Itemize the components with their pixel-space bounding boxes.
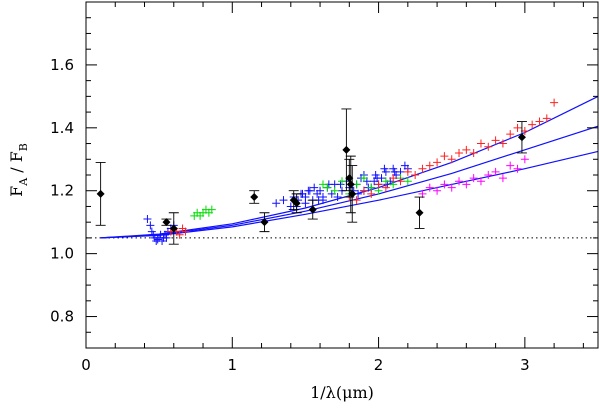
blue-data-point (380, 164, 389, 173)
black-data-point (415, 208, 424, 217)
red-data-point (491, 136, 500, 145)
magenta-data-point (484, 171, 493, 179)
blue-data-point (310, 183, 319, 192)
black-data-point (169, 224, 178, 233)
axis-ticks: 0 1 2 3 0.8 1.0 1.2 1.4 1.6 (50, 1, 598, 374)
red-data-point (462, 145, 471, 154)
green-data-point (330, 186, 339, 195)
blue-data-point (153, 235, 162, 244)
black-data-point (308, 205, 317, 214)
magenta-data-point (476, 177, 485, 186)
x-tick-label: 2 (374, 356, 384, 374)
blue-data-point (146, 221, 155, 230)
magenta-data-point (433, 186, 442, 195)
magenta-data-point (513, 164, 522, 173)
magenta-data-point (491, 167, 500, 176)
plot-area (86, 95, 599, 246)
magenta-data-point (447, 183, 456, 192)
magenta-data-point (425, 183, 434, 192)
black-data-point (342, 145, 351, 154)
plot-frame (85, 1, 599, 349)
y-axis-label-main: F (7, 186, 26, 197)
blue-data-point (162, 233, 171, 242)
y-tick-label: 1.4 (50, 119, 74, 137)
red-data-point (550, 98, 559, 107)
magenta-data-point (498, 174, 507, 183)
green-data-point (318, 180, 327, 189)
magenta-data-point (455, 177, 464, 186)
y-tick-label: 1.2 (50, 182, 74, 200)
red-data-point (367, 189, 376, 198)
magenta-data-point (418, 189, 427, 198)
black-data-point (96, 189, 105, 198)
x-tick-label: 3 (520, 356, 530, 374)
black-data-point (250, 193, 259, 202)
red-data-point (403, 167, 412, 176)
black-data-point (162, 218, 171, 227)
y-axis-label: FA / FB (7, 143, 30, 197)
x-tick-label: 0 (81, 356, 91, 374)
red-data-point (418, 164, 427, 173)
magenta-data-point (440, 180, 449, 189)
black-data-point (260, 218, 269, 227)
red-data-point (175, 230, 184, 239)
blue-data-point (143, 215, 152, 224)
blue-data-point (305, 186, 314, 195)
red-data-point (381, 183, 390, 192)
blue-data-point (373, 174, 382, 183)
y-axis-label-sep: / (7, 162, 26, 178)
red-data-point (455, 148, 464, 157)
red-data-point (374, 180, 383, 189)
green-data-point (338, 177, 346, 186)
green-data-point (207, 205, 216, 214)
green-data-point (323, 183, 332, 192)
magenta-data-point (506, 161, 515, 170)
red-data-point (359, 186, 368, 195)
red-data-point (181, 227, 190, 236)
blue-data-point (301, 199, 310, 208)
red-data-point (484, 142, 493, 151)
y-axis-label-sub-a: A (17, 177, 30, 187)
red-data-point (476, 139, 485, 148)
black-data-point (348, 189, 357, 198)
magenta-data-point (520, 155, 529, 164)
black-data-point (292, 199, 301, 208)
red-data-point (447, 155, 456, 164)
magenta-data-point (462, 180, 471, 189)
y-axis-label-main-2: F (7, 151, 26, 162)
blue-data-point (316, 186, 325, 195)
magenta-data-point (469, 174, 478, 183)
red-data-point (396, 177, 405, 186)
green-data-point (403, 177, 412, 186)
blue-data-point (279, 196, 288, 205)
black-data-point (517, 133, 526, 142)
x-axis-label: 1/λ(μm) (310, 383, 374, 402)
red-data-point (535, 117, 544, 126)
black-data-point (346, 180, 355, 189)
y-tick-label: 1.6 (50, 56, 74, 74)
red-data-point (528, 120, 537, 129)
red-data-point (542, 114, 551, 123)
blue-data-point (333, 193, 342, 202)
y-tick-label: 1.0 (50, 245, 74, 263)
y-tick-label: 0.8 (50, 308, 74, 326)
red-data-point (513, 123, 522, 132)
red-data-point (425, 161, 434, 170)
red-data-point (433, 158, 442, 167)
red-data-point (506, 130, 515, 139)
x-tick-label: 1 (228, 356, 238, 374)
red-data-point (498, 139, 507, 148)
red-data-point (469, 148, 478, 157)
blue-data-point (390, 167, 399, 176)
black-data-point (345, 174, 354, 183)
y-axis-label-sub-b: B (17, 143, 30, 151)
red-data-point (440, 152, 449, 161)
red-data-point (411, 171, 420, 179)
blue-data-point (272, 199, 281, 208)
red-data-point (352, 196, 361, 205)
red-data-point (389, 174, 398, 183)
green-data-point (359, 174, 368, 183)
